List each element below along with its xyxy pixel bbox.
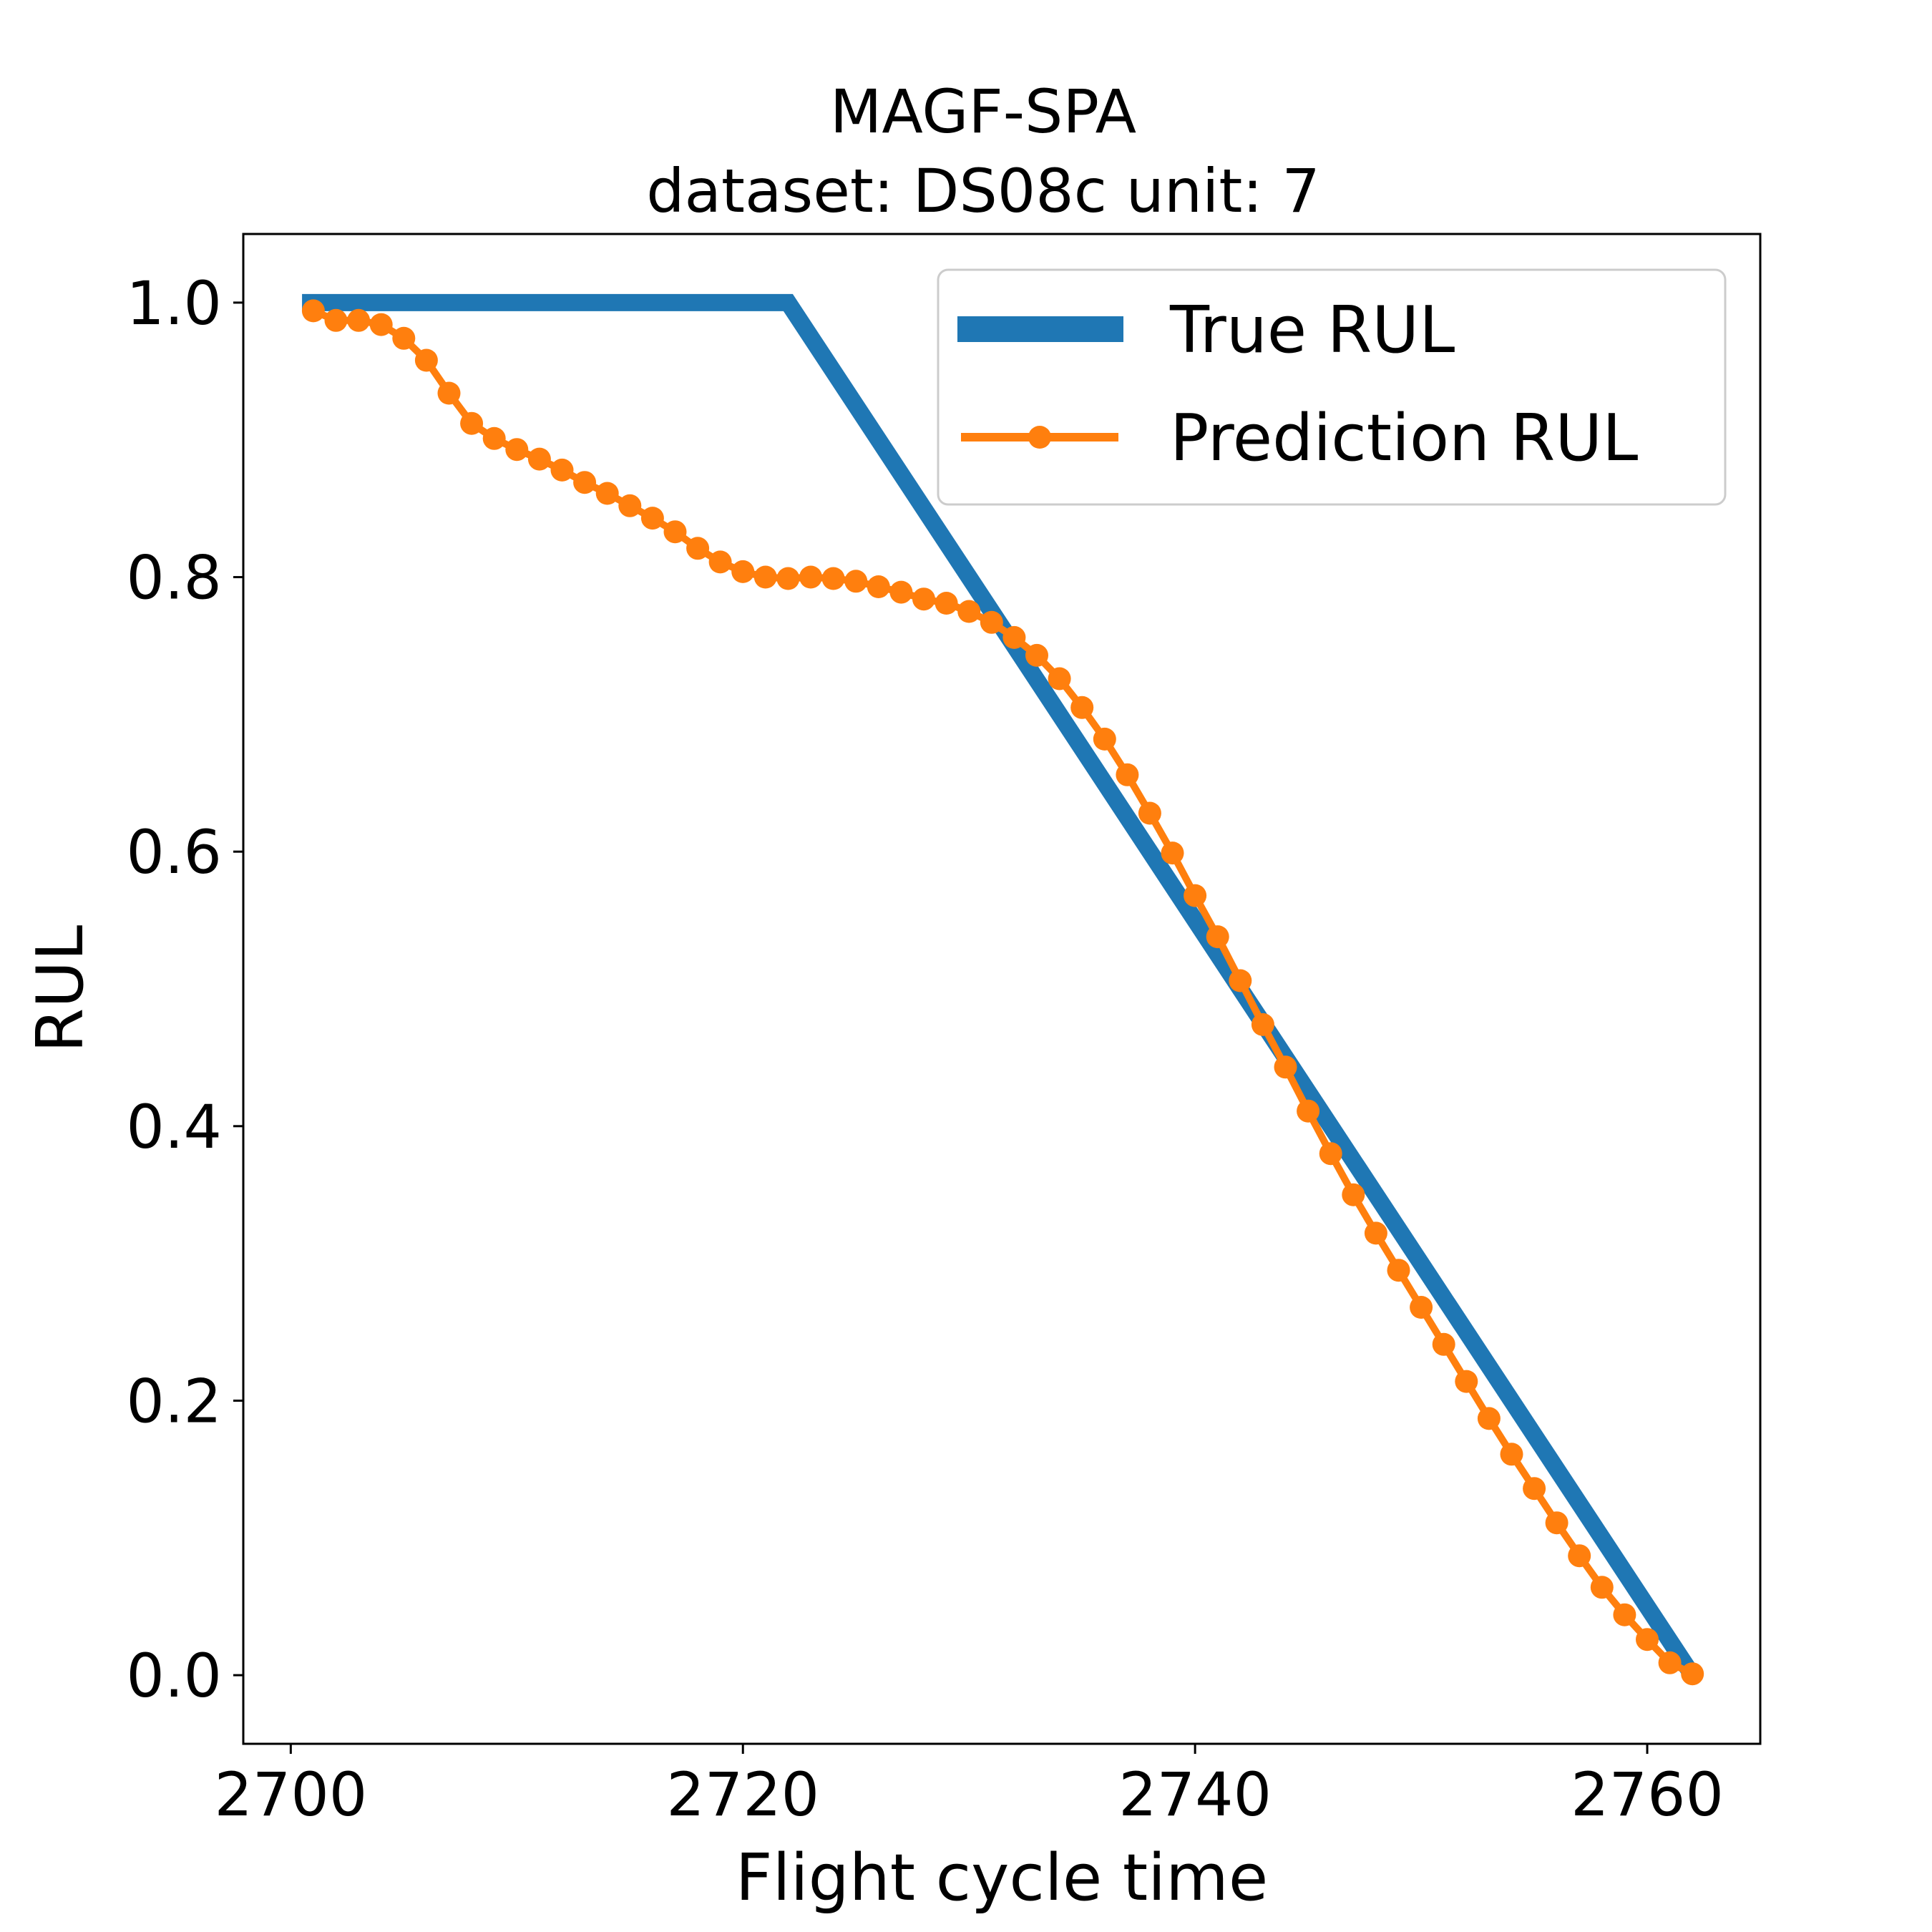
prediction-rul-point [1116,763,1139,786]
y-tick-label: 0.0 [126,1641,222,1711]
prediction-rul-point [708,550,732,574]
prediction-rul-point [1070,696,1094,719]
prediction-rul-point [980,610,1003,634]
x-tick-label: 2760 [1571,1760,1724,1830]
chart-subtitle: dataset: DS08c unit: 7 [646,156,1320,226]
prediction-rul-point [867,575,890,598]
prediction-rul-point [1274,1055,1297,1079]
prediction-rul-point [1364,1221,1387,1245]
y-tick-label: 0.6 [126,817,222,887]
prediction-rul-point [1297,1099,1320,1123]
prediction-rul-point [573,471,597,494]
prediction-rul-point [889,580,913,604]
plot-area [301,293,1704,1686]
prediction-rul-point [1048,667,1071,691]
series-true-rul-line [302,293,1700,1680]
prediction-rul-point [1342,1183,1365,1206]
prediction-rul-point [1523,1477,1546,1501]
prediction-rul-point [1025,643,1048,667]
prediction-rul-point [460,411,484,435]
prediction-rul-point [392,326,416,350]
prediction-rul-point [1590,1576,1614,1599]
prediction-rul-point [912,587,935,611]
prediction-rul-point [618,494,642,517]
axes-frame [242,233,1762,1745]
prediction-rul-point [1161,841,1184,865]
prediction-rul-point [1184,884,1207,907]
y-tick-label: 0.8 [126,543,222,613]
prediction-rul-point [753,565,777,589]
prediction-rul-point [821,567,845,590]
prediction-rul-point [1568,1544,1591,1568]
prediction-rul-point [1319,1142,1342,1166]
x-axis-ticks: 2700 2720 2740 2760 [214,1744,1724,1830]
prediction-rul-point [482,426,506,450]
prediction-rul-point [301,299,325,323]
prediction-rul-point [957,600,981,623]
prediction-rul-point [527,447,551,471]
prediction-rul-point [1681,1662,1704,1686]
prediction-rul-point [1613,1603,1636,1626]
prediction-rul-point [347,308,371,332]
prediction-rul-point [1251,1013,1274,1036]
prediction-rul-point [935,592,958,615]
x-axis-label: Flight cycle time [736,1840,1268,1916]
prediction-rul-point [1636,1628,1659,1652]
y-axis-label: RUL [23,925,98,1053]
prediction-rul-point [686,537,710,560]
prediction-rul-point [595,482,619,505]
y-axis-ticks: 0.0 0.2 0.4 0.6 0.8 1.0 [126,268,243,1711]
prediction-rul-point [1002,625,1026,649]
prediction-rul-point [1138,801,1161,825]
prediction-rul-point [1658,1651,1682,1674]
prediction-rul-point [505,438,529,462]
y-tick-label: 1.0 [126,268,222,338]
x-tick-label: 2700 [214,1760,367,1830]
prediction-rul-point [324,308,348,332]
prediction-rul-point [640,507,664,530]
prediction-rul-point [1432,1332,1455,1356]
legend: True RUL Prediction RUL [937,268,1727,506]
legend-prediction-rul-label: Prediction RUL [1170,401,1638,476]
prediction-rul-point [414,348,438,372]
prediction-rul-point [844,570,868,593]
prediction-rul-point [1545,1511,1568,1535]
prediction-rul-point [369,313,393,336]
prediction-rul-point [731,560,755,583]
x-tick-label: 2740 [1118,1760,1272,1830]
chart-title: MAGF-SPA [830,77,1136,147]
prediction-rul-point [1410,1296,1433,1319]
legend-frame [937,268,1727,506]
prediction-rul-point [663,520,687,544]
prediction-rul-point [1206,925,1229,949]
prediction-rul-point [799,565,822,589]
legend-true-rul-label: True RUL [1169,293,1455,368]
prediction-rul-point [437,381,461,405]
prediction-rul-point [1387,1259,1410,1282]
prediction-rul-point [1455,1370,1478,1393]
y-tick-label: 0.4 [126,1092,222,1162]
prediction-rul-point [776,567,800,590]
prediction-rul-point [550,458,574,482]
prediction-rul-point [1477,1407,1501,1430]
y-tick-label: 0.2 [126,1366,222,1436]
legend-prediction-rul-marker [1028,426,1051,449]
prediction-rul-point [1229,969,1252,992]
prediction-rul-point [1500,1443,1523,1466]
x-tick-label: 2720 [666,1760,819,1830]
prediction-rul-point [1093,727,1116,751]
